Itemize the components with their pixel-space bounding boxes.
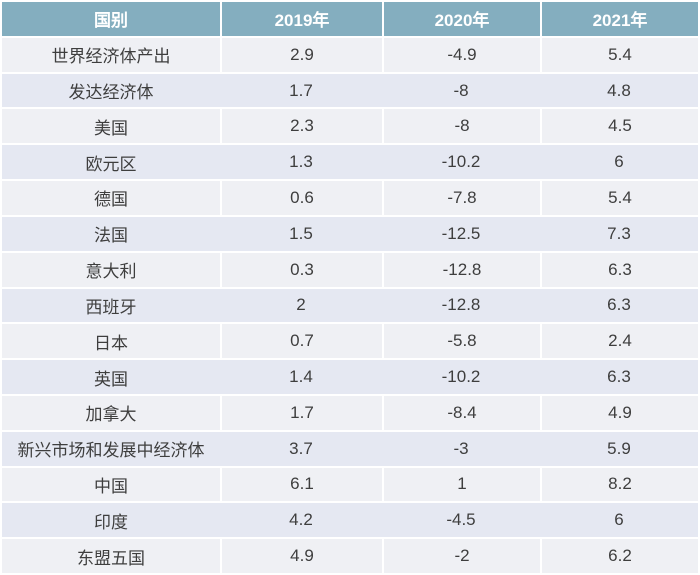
value-cell-2019: 1.5 [220,216,382,251]
value-cell-2021: 6 [540,503,698,538]
value-cell-2021: 6.3 [540,360,698,394]
country-cell: 加拿大 [2,395,220,430]
table-row: 印度 4.2 -4.5 6 [2,503,698,538]
value-cell-2021: 4.5 [540,109,698,144]
value-cell-2019: 1.3 [220,145,382,180]
country-cell: 世界经济体产出 [2,37,220,72]
table-row: 加拿大 1.7 -8.4 4.9 [2,395,698,430]
value-cell-2020: -8 [382,73,540,108]
value-cell-2019: 0.6 [220,181,382,215]
value-cell-2019: 2.9 [220,37,382,72]
value-cell-2019: 4.2 [220,503,382,538]
value-cell-2020: -4.9 [382,37,540,72]
value-cell-2021: 5.4 [540,37,698,72]
value-cell-2020: -8.4 [382,395,540,430]
value-cell-2019: 3.7 [220,431,382,466]
country-cell: 德国 [2,181,220,215]
value-cell-2020: -8 [382,109,540,144]
value-cell-2019: 1.7 [220,395,382,430]
table-row: 日本 0.7 -5.8 2.4 [2,324,698,359]
value-cell-2020: -10.2 [382,145,540,180]
value-cell-2019: 2 [220,288,382,323]
table-row: 西班牙 2 -12.8 6.3 [2,288,698,323]
value-cell-2021: 5.4 [540,181,698,215]
value-cell-2021: 7.3 [540,216,698,251]
country-cell: 西班牙 [2,288,220,323]
value-cell-2019: 6.1 [220,467,382,502]
value-cell-2020: -10.2 [382,360,540,394]
value-cell-2019: 1.7 [220,73,382,108]
value-cell-2019: 2.3 [220,109,382,144]
value-cell-2021: 4.9 [540,395,698,430]
value-cell-2020: -12.8 [382,252,540,287]
country-cell: 发达经济体 [2,73,220,108]
value-cell-2020: -2 [382,539,540,573]
value-cell-2019: 0.7 [220,324,382,359]
country-cell: 英国 [2,360,220,394]
table-row: 新兴市场和发展中经济体 3.7 -3 5.9 [2,431,698,466]
table-row: 东盟五国 4.9 -2 6.2 [2,539,698,573]
value-cell-2021: 6.3 [540,252,698,287]
table-row: 意大利 0.3 -12.8 6.3 [2,252,698,287]
table-row: 欧元区 1.3 -10.2 6 [2,145,698,180]
value-cell-2021: 6.2 [540,539,698,573]
value-cell-2020: 1 [382,467,540,502]
value-cell-2020: -3 [382,431,540,466]
value-cell-2020: -12.8 [382,288,540,323]
value-cell-2021: 8.2 [540,467,698,502]
country-cell: 美国 [2,109,220,144]
country-cell: 印度 [2,503,220,538]
country-cell: 意大利 [2,252,220,287]
country-cell: 东盟五国 [2,539,220,573]
value-cell-2020: -5.8 [382,324,540,359]
column-header-country: 国别 [2,2,220,36]
column-header-2021: 2021年 [540,2,698,36]
value-cell-2020: -12.5 [382,216,540,251]
column-header-2019: 2019年 [220,2,382,36]
table-row: 英国 1.4 -10.2 6.3 [2,360,698,394]
table-row: 美国 2.3 -8 4.5 [2,109,698,144]
value-cell-2019: 4.9 [220,539,382,573]
value-cell-2020: -4.5 [382,503,540,538]
country-cell: 日本 [2,324,220,359]
table-row: 发达经济体 1.7 -8 4.8 [2,73,698,108]
table-row: 世界经济体产出 2.9 -4.9 5.4 [2,37,698,72]
value-cell-2021: 5.9 [540,431,698,466]
column-header-2020: 2020年 [382,2,540,36]
value-cell-2021: 2.4 [540,324,698,359]
country-cell: 中国 [2,467,220,502]
table-header-row: 国别 2019年 2020年 2021年 [2,2,698,36]
table-row: 德国 0.6 -7.8 5.4 [2,181,698,215]
value-cell-2020: -7.8 [382,181,540,215]
value-cell-2021: 6.3 [540,288,698,323]
country-cell: 法国 [2,216,220,251]
value-cell-2021: 6 [540,145,698,180]
country-cell: 新兴市场和发展中经济体 [2,431,220,466]
country-cell: 欧元区 [2,145,220,180]
value-cell-2019: 1.4 [220,360,382,394]
table-row: 中国 6.1 1 8.2 [2,467,698,502]
value-cell-2021: 4.8 [540,73,698,108]
value-cell-2019: 0.3 [220,252,382,287]
table-row: 法国 1.5 -12.5 7.3 [2,216,698,251]
